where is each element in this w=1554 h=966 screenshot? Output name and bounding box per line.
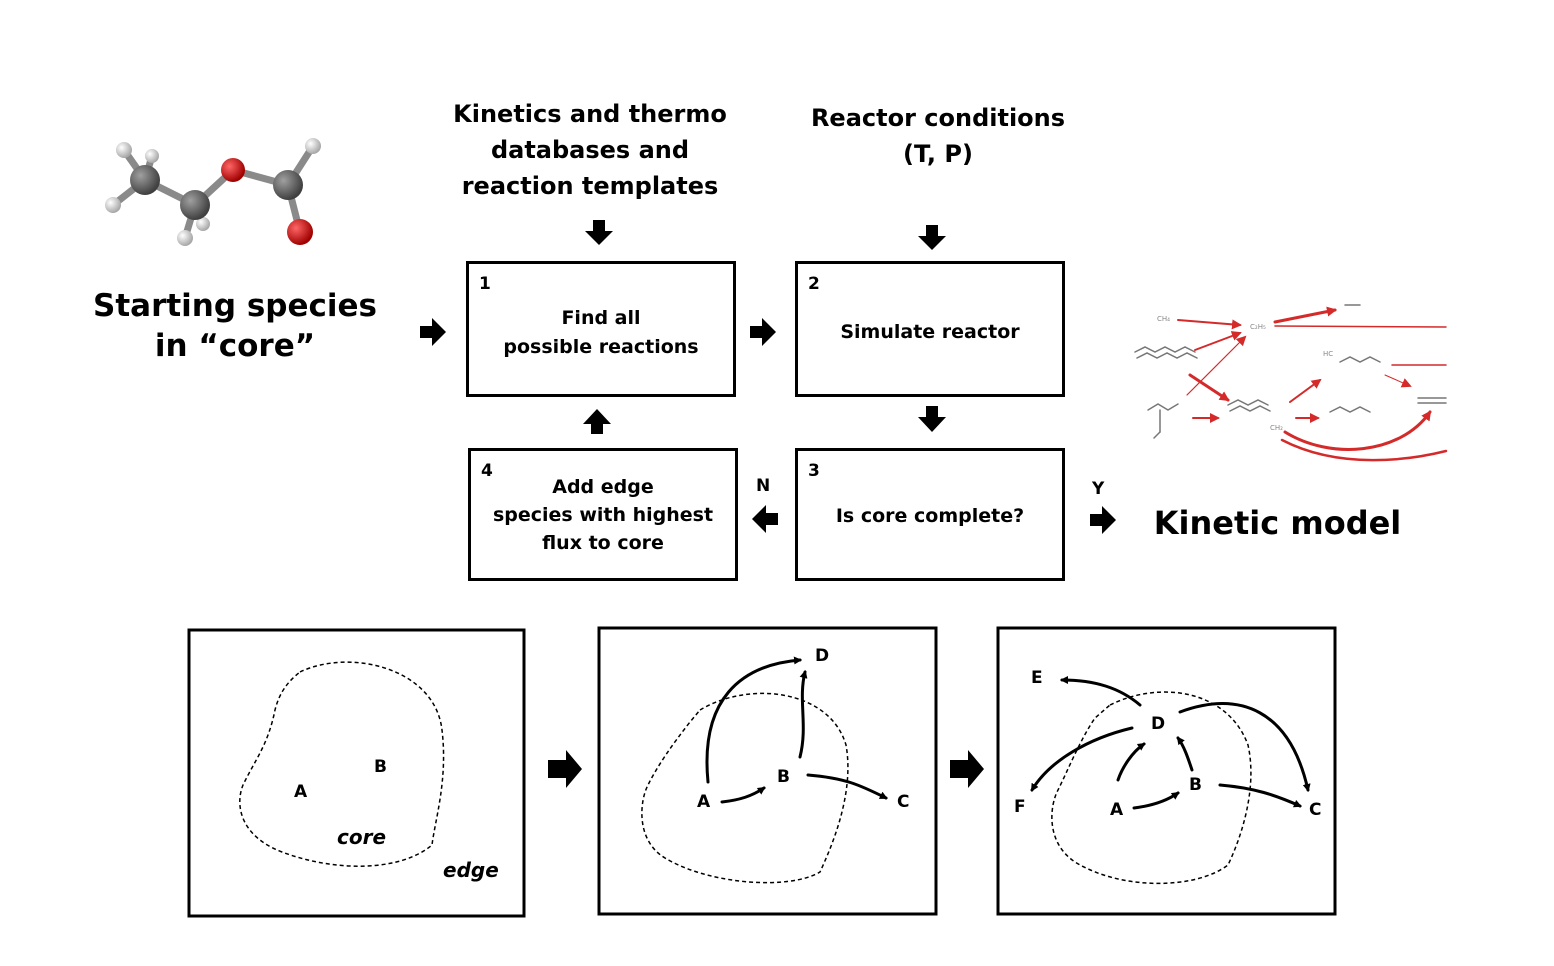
panel-1-frame xyxy=(187,628,526,918)
arrow-up-4-1 xyxy=(583,409,611,434)
step-4-box: 4 Add edge species with highest flux to … xyxy=(468,448,738,581)
panel-3-label-b: B xyxy=(1189,775,1202,795)
panel-3-label-d: D xyxy=(1151,714,1166,734)
panel-2-frame xyxy=(597,626,938,916)
panel-1-label-a: A xyxy=(294,782,308,802)
flow-arrows xyxy=(420,220,1116,788)
step-2-label: Simulate reactor xyxy=(840,321,1020,343)
arrow-down-2-3 xyxy=(918,406,946,432)
arrow-right-1-2 xyxy=(750,318,776,346)
panel-3-label-f: F xyxy=(1014,797,1026,817)
arrow-down-kinetics xyxy=(585,220,613,245)
panel-2-label-d: D xyxy=(815,646,830,666)
branch-yes-label: Y xyxy=(1092,479,1105,499)
panel-2-arrows xyxy=(705,656,888,804)
core-boundary-1 xyxy=(239,661,445,867)
panel-2-label-a: A xyxy=(697,792,711,812)
step-1-box: 1 Find all possible reactions xyxy=(466,261,736,397)
step-4-number: 4 xyxy=(481,461,493,481)
step-2-number: 2 xyxy=(808,274,820,294)
core-boundary-3 xyxy=(1051,691,1252,885)
core-label: core xyxy=(337,825,387,849)
arrow-right-start xyxy=(420,318,446,346)
panel-2-label-b: B xyxy=(777,767,790,787)
panel-2-label-c: C xyxy=(897,792,910,812)
panel-3-label-a: A xyxy=(1110,800,1124,820)
branch-no-label: N xyxy=(756,476,771,496)
svg-text:CH₂: CH₂ xyxy=(1270,424,1283,432)
step-3-number: 3 xyxy=(808,461,820,481)
step-3-box: 3 Is core complete? xyxy=(795,448,1065,581)
panel-3-label-c: C xyxy=(1309,800,1322,820)
panel-3-arrows xyxy=(1030,676,1311,810)
kinetics-databases-label: Kinetics and thermo databases and reacti… xyxy=(453,100,727,200)
reaction-network-sketch: CH₄ C₂H₅ HC CH₂ xyxy=(1134,304,1448,462)
svg-text:HC: HC xyxy=(1323,350,1333,358)
core-boundary-2 xyxy=(641,692,849,884)
starting-species-label: Starting species in “core” xyxy=(93,288,377,364)
arrow-down-reactor xyxy=(918,225,946,250)
edge-label: edge xyxy=(443,858,499,882)
reactor-conditions-label: Reactor conditions (T, P) xyxy=(810,104,1066,168)
step-2-box: 2 Simulate reactor xyxy=(795,261,1065,397)
arrow-right-panel-1 xyxy=(548,750,582,788)
core-boundaries xyxy=(239,661,1252,885)
kinetic-model-label: Kinetic model xyxy=(1153,504,1402,542)
svg-text:CH₄: CH₄ xyxy=(1157,315,1170,323)
molecule-illustration xyxy=(105,138,321,246)
panel-1-label-b: B xyxy=(374,757,387,777)
step-1-label: Find all possible reactions xyxy=(503,307,699,358)
panel-3-label-e: E xyxy=(1031,668,1043,688)
arrow-right-yes xyxy=(1090,506,1116,534)
arrow-right-panel-2 xyxy=(950,750,984,788)
step-4-label: Add edge species with highest flux to co… xyxy=(492,476,714,554)
panel-3-frame xyxy=(996,626,1337,916)
arrow-left-3-4 xyxy=(752,505,778,533)
svg-text:C₂H₅: C₂H₅ xyxy=(1250,323,1266,331)
step-1-number: 1 xyxy=(479,274,491,294)
step-3-label: Is core complete? xyxy=(835,505,1025,527)
